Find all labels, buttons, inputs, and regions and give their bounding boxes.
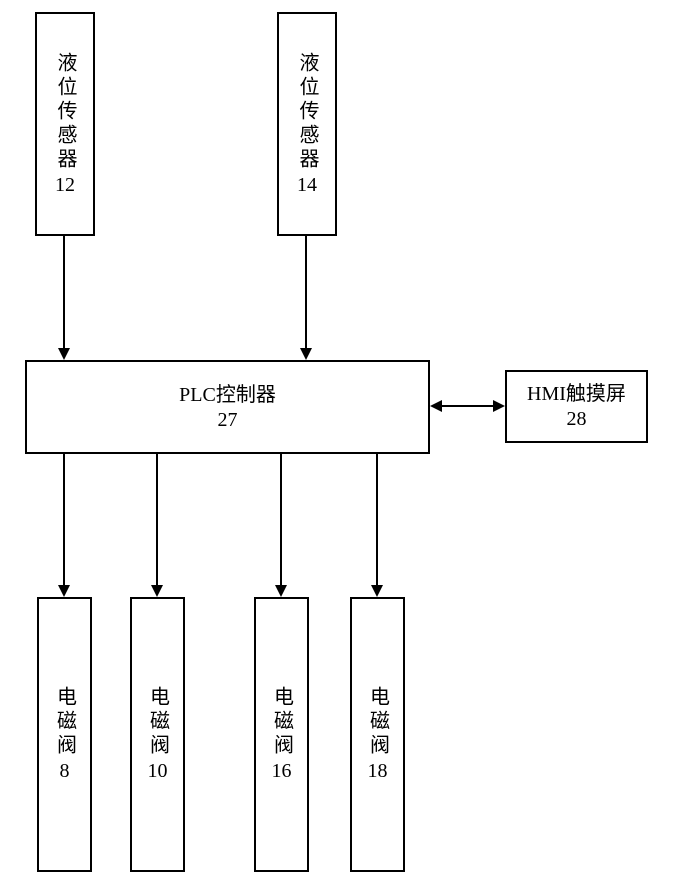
edge-sensor1-plc: [63, 236, 65, 348]
edge-plc-hmi-head-left: [430, 400, 442, 412]
plc-node: PLC控制器 27: [25, 360, 430, 454]
edge-plc-valve4: [376, 454, 378, 585]
edge-plc-valve1: [63, 454, 65, 585]
valve-16-label: 电磁阀: [270, 686, 294, 758]
edge-plc-hmi-head-right: [493, 400, 505, 412]
valve-node-8: 电磁阀 8: [37, 597, 92, 872]
hmi-number: 28: [567, 408, 587, 431]
edge-plc-hmi: [442, 405, 493, 407]
edge-plc-valve3: [280, 454, 282, 585]
valve-10-number: 10: [148, 760, 168, 783]
valve-node-18: 电磁阀 18: [350, 597, 405, 872]
sensor-14-label: 液位传感器: [295, 52, 319, 172]
sensor-12-label: 液位传感器: [53, 52, 77, 172]
hmi-node: HMI触摸屏 28: [505, 370, 648, 443]
valve-8-number: 8: [60, 760, 70, 783]
sensor-node-12: 液位传感器 12: [35, 12, 95, 236]
plc-number: 27: [218, 409, 238, 432]
sensor-14-number: 14: [297, 174, 317, 197]
valve-node-10: 电磁阀 10: [130, 597, 185, 872]
sensor-12-number: 12: [55, 174, 75, 197]
edge-plc-valve3-head: [275, 585, 287, 597]
hmi-label: HMI触摸屏: [527, 382, 626, 406]
plc-label: PLC控制器: [179, 383, 276, 407]
edge-plc-valve2: [156, 454, 158, 585]
valve-18-label: 电磁阀: [366, 686, 390, 758]
valve-8-label: 电磁阀: [53, 686, 77, 758]
valve-18-number: 18: [368, 760, 388, 783]
edge-plc-valve2-head: [151, 585, 163, 597]
valve-10-label: 电磁阀: [146, 686, 170, 758]
valve-node-16: 电磁阀 16: [254, 597, 309, 872]
edge-plc-valve4-head: [371, 585, 383, 597]
edge-sensor2-plc: [305, 236, 307, 348]
edge-sensor2-plc-head: [300, 348, 312, 360]
edge-sensor1-plc-head: [58, 348, 70, 360]
sensor-node-14: 液位传感器 14: [277, 12, 337, 236]
edge-plc-valve1-head: [58, 585, 70, 597]
valve-16-number: 16: [272, 760, 292, 783]
